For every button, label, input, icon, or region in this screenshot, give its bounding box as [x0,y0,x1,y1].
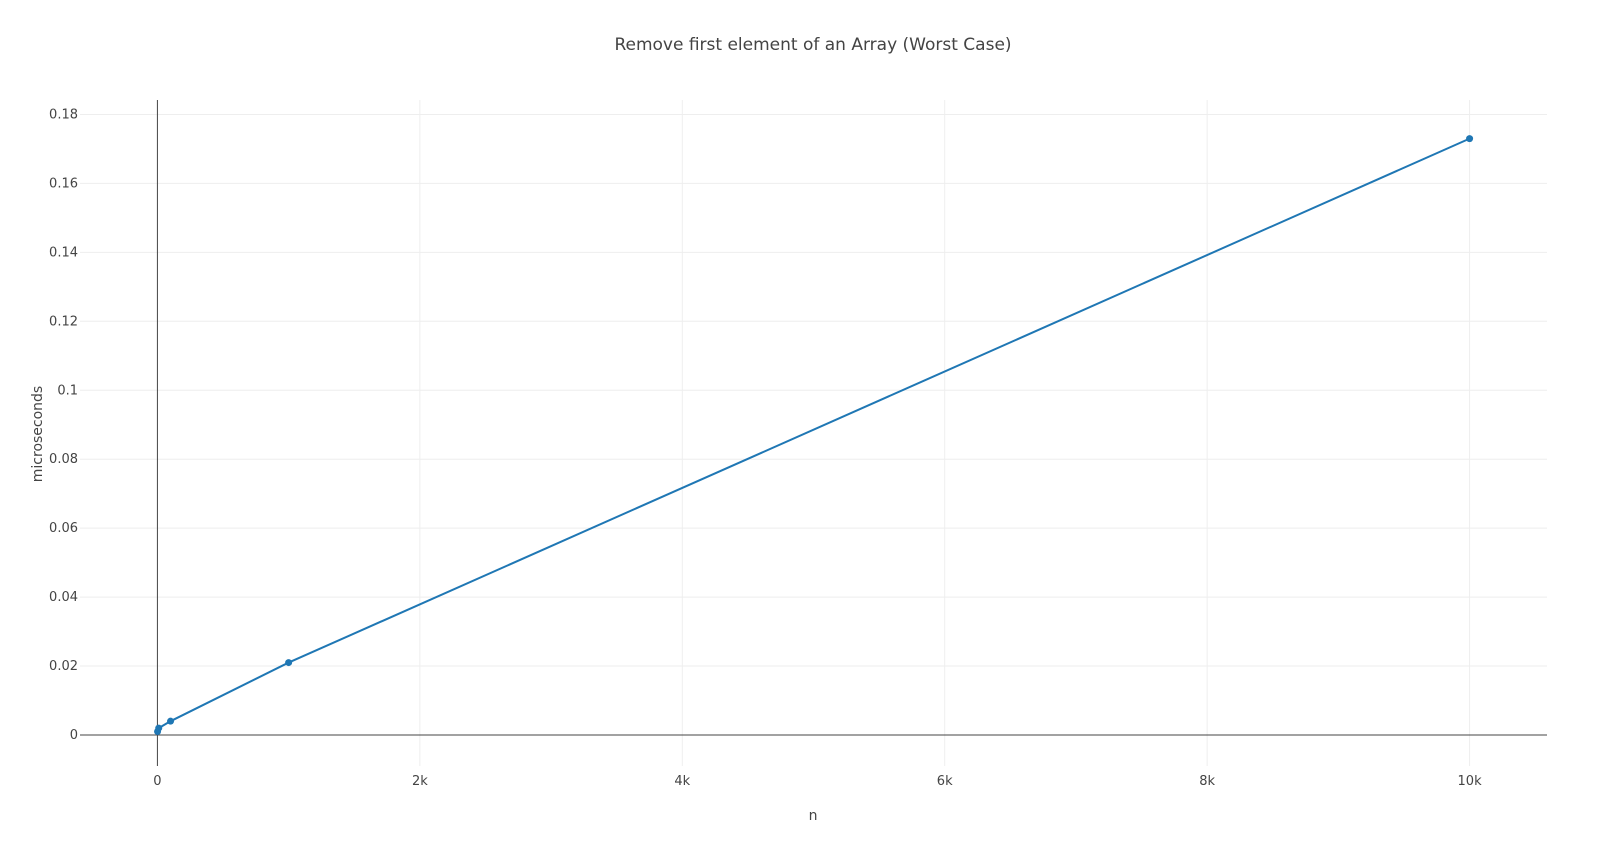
x-tick-label: 8k [1199,774,1215,789]
y-axis-title: microseconds [30,386,46,482]
y-tick-label: 0.12 [49,314,78,329]
data-point [155,724,163,732]
x-axis-ticks: 0 2k 4k 6k 8k 10k [153,774,1482,789]
series [154,135,1474,736]
x-tick-label: 10k [1458,774,1483,789]
series-line [156,137,1470,732]
y-tick-label: 0.18 [49,107,78,122]
y-tick-label: 0.1 [57,383,78,398]
x-tick-label: 6k [937,774,953,789]
x-tick-label: 2k [412,774,428,789]
grid [80,100,1547,766]
x-tick-label: 0 [153,774,161,789]
y-tick-label: 0.16 [49,176,78,191]
x-axis-title: n [809,808,818,824]
y-axis-ticks: 0 0.02 0.04 0.06 0.08 0.1 0.12 0.14 0.16 0.18 [49,107,78,742]
axes [80,100,1547,766]
data-point [1466,135,1474,143]
data-point [285,659,293,667]
x-tick-label: 4k [674,774,690,789]
y-tick-label: 0 [70,728,78,743]
y-tick-label: 0.06 [49,521,78,536]
chart-title: Remove first element of an Array (Worst … [614,35,1011,55]
y-tick-label: 0.04 [49,590,78,605]
data-point [167,717,175,725]
y-tick-label: 0.02 [49,659,78,674]
y-tick-label: 0.14 [49,245,78,260]
y-tick-label: 0.08 [49,452,78,467]
